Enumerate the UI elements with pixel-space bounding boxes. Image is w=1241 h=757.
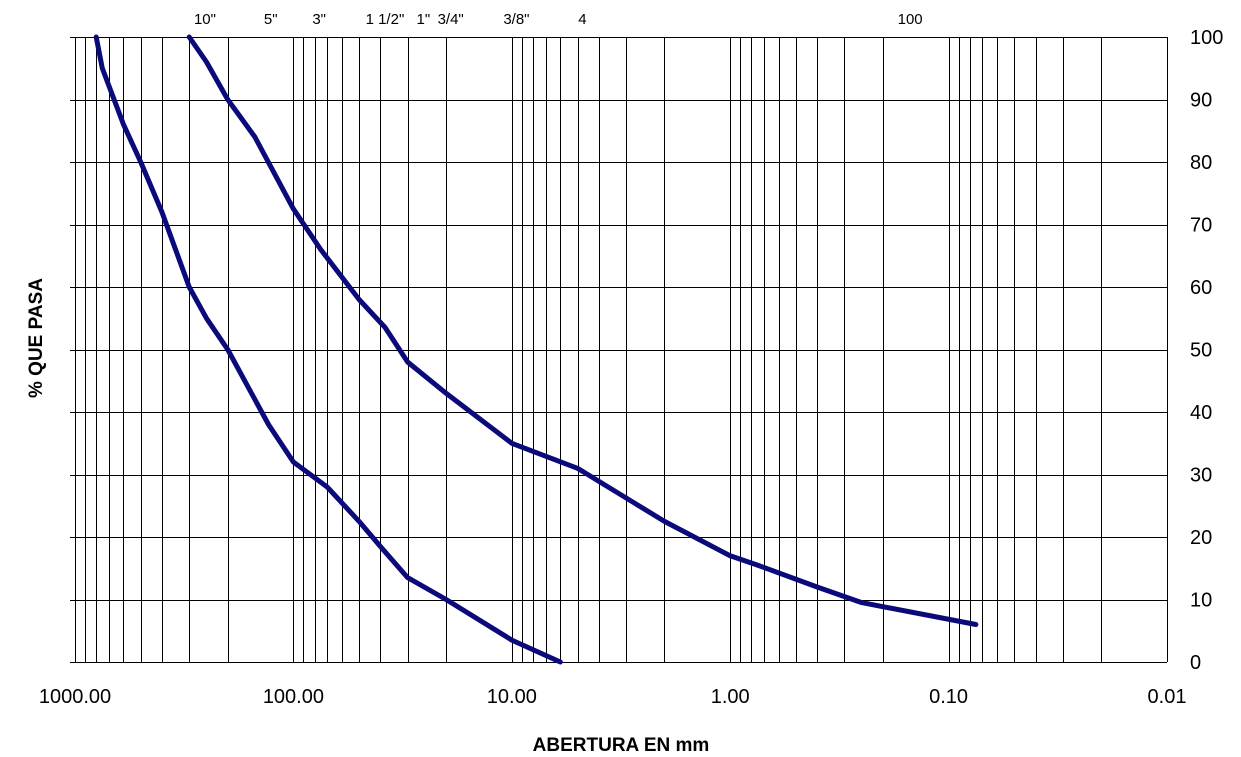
sieve-label: 100 xyxy=(898,11,923,28)
sieve-label: 5" xyxy=(264,11,278,28)
x-tick-label: 1.00 xyxy=(711,686,750,708)
x-tick-label: 1000.00 xyxy=(39,686,111,708)
y-tick-label: 60 xyxy=(1190,277,1212,299)
x-tick-labels: 1000.00 100.00 10.00 1.00 0.10 0.01 xyxy=(39,686,1187,708)
y-tick-label: 80 xyxy=(1190,152,1212,174)
sieve-label: 3" xyxy=(312,11,326,28)
chart-series-layer xyxy=(93,34,979,665)
y-tick-label: 40 xyxy=(1190,402,1212,424)
y-tick-label: 10 xyxy=(1190,590,1212,612)
y-tick-labels: 0 10 20 30 40 50 60 70 80 90 100 xyxy=(1190,27,1223,674)
y-tick-label: 70 xyxy=(1190,215,1212,237)
gradation-curve-1 xyxy=(93,34,563,665)
sieve-label: 4 xyxy=(578,11,586,28)
sieve-labels: 10" 5" 3" 1 1/2" 1" 3/4" 3/8" 4 100 xyxy=(194,11,923,28)
x-tick-label: 0.01 xyxy=(1148,686,1187,708)
y-tick-label: 0 xyxy=(1190,652,1201,674)
x-tick-label: 100.00 xyxy=(263,686,324,708)
sieve-label: 1" xyxy=(417,11,431,28)
gradation-curve-2 xyxy=(186,34,979,627)
sieve-label: 3/4" xyxy=(438,11,464,28)
y-tick-label: 50 xyxy=(1190,340,1212,362)
sieve-label: 1 1/2" xyxy=(366,11,405,28)
y-tick-label: 90 xyxy=(1190,90,1212,112)
y-tick-label: 30 xyxy=(1190,465,1212,487)
x-tick-label: 10.00 xyxy=(487,686,537,708)
chart-grid xyxy=(70,37,1168,663)
y-tick-label: 20 xyxy=(1190,527,1212,549)
sieve-label: 10" xyxy=(194,11,216,28)
y-tick-label: 100 xyxy=(1190,27,1223,49)
sieve-label: 3/8" xyxy=(503,11,529,28)
x-tick-label: 0.10 xyxy=(929,686,968,708)
y-axis-title: % QUE PASA xyxy=(26,278,47,398)
x-axis-title: ABERTURA EN mm xyxy=(533,735,710,756)
